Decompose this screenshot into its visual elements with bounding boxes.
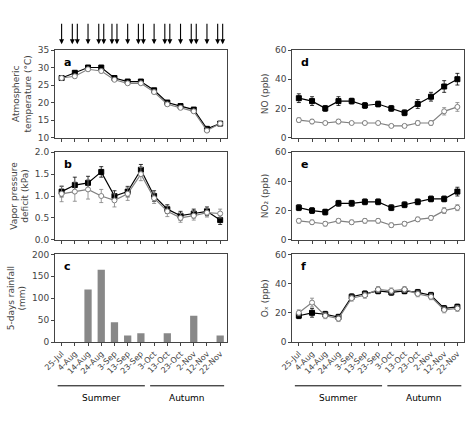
svg-text:14-Aug: 14-Aug bbox=[66, 349, 93, 376]
svg-text:15: 15 bbox=[38, 115, 49, 125]
svg-text:NO (ppb): NO (ppb) bbox=[260, 73, 270, 114]
svg-text:25-Jul: 25-Jul bbox=[43, 349, 66, 372]
svg-text:13-Sep: 13-Sep bbox=[343, 349, 369, 375]
svg-text:Autumn: Autumn bbox=[169, 393, 205, 403]
svg-text:Summer: Summer bbox=[82, 393, 120, 403]
svg-text:40: 40 bbox=[275, 279, 287, 289]
svg-text:14-Aug: 14-Aug bbox=[303, 349, 330, 376]
svg-text:200: 200 bbox=[32, 250, 49, 260]
svg-text:Oₓ (ppb): Oₓ (ppb) bbox=[260, 279, 270, 317]
svg-text:f: f bbox=[301, 260, 306, 273]
svg-text:12-Nov: 12-Nov bbox=[422, 349, 449, 376]
svg-text:12-Nov: 12-Nov bbox=[185, 349, 212, 376]
svg-text:0: 0 bbox=[281, 337, 287, 347]
svg-text:2-Nov: 2-Nov bbox=[412, 349, 435, 372]
svg-text:3-Oct: 3-Oct bbox=[374, 349, 396, 371]
svg-text:4-Aug: 4-Aug bbox=[293, 349, 316, 372]
svg-text:23-Oct: 23-Oct bbox=[159, 349, 185, 375]
svg-text:22-Nov: 22-Nov bbox=[198, 349, 225, 376]
svg-text:40: 40 bbox=[275, 177, 287, 187]
svg-text:5-days rainfall(mm): 5-days rainfall(mm) bbox=[6, 266, 28, 330]
svg-text:0.0: 0.0 bbox=[35, 235, 50, 245]
svg-text:20: 20 bbox=[275, 206, 287, 216]
svg-text:13-Oct: 13-Oct bbox=[383, 349, 409, 375]
svg-text:0: 0 bbox=[43, 337, 49, 347]
svg-text:10: 10 bbox=[38, 133, 50, 143]
svg-text:b: b bbox=[64, 158, 72, 171]
svg-text:23-Sep: 23-Sep bbox=[119, 349, 145, 375]
svg-text:23-Sep: 23-Sep bbox=[356, 349, 382, 375]
svg-text:NO₂ (ppb): NO₂ (ppb) bbox=[260, 174, 270, 218]
svg-text:3-Sep: 3-Sep bbox=[96, 349, 119, 372]
svg-text:20: 20 bbox=[38, 98, 50, 108]
svg-text:22-Nov: 22-Nov bbox=[435, 349, 462, 376]
svg-text:Atmospherictemperature (°C): Atmospherictemperature (°C) bbox=[11, 55, 33, 132]
svg-text:1.5: 1.5 bbox=[35, 169, 49, 179]
svg-text:2.0: 2.0 bbox=[35, 147, 50, 157]
svg-text:100: 100 bbox=[32, 293, 49, 303]
svg-text:50: 50 bbox=[38, 315, 50, 325]
svg-text:20: 20 bbox=[275, 308, 287, 318]
svg-text:3-Oct: 3-Oct bbox=[136, 349, 158, 371]
svg-text:Summer: Summer bbox=[319, 393, 357, 403]
svg-text:25: 25 bbox=[38, 80, 49, 90]
svg-text:60: 60 bbox=[275, 45, 287, 55]
svg-text:1.0: 1.0 bbox=[35, 191, 50, 201]
svg-text:c: c bbox=[64, 260, 71, 273]
svg-text:24-Aug: 24-Aug bbox=[316, 349, 343, 376]
svg-text:60: 60 bbox=[275, 147, 287, 157]
svg-text:60: 60 bbox=[275, 250, 287, 260]
svg-text:13-Oct: 13-Oct bbox=[146, 349, 172, 375]
svg-text:d: d bbox=[301, 56, 309, 69]
svg-text:4-Aug: 4-Aug bbox=[56, 349, 79, 372]
svg-text:Autumn: Autumn bbox=[406, 393, 442, 403]
svg-text:e: e bbox=[301, 158, 308, 171]
svg-text:Vapor pressuredeficit (kPa): Vapor pressuredeficit (kPa) bbox=[9, 162, 31, 230]
svg-text:13-Sep: 13-Sep bbox=[106, 349, 132, 375]
svg-text:30: 30 bbox=[38, 63, 50, 73]
svg-text:2-Nov: 2-Nov bbox=[175, 349, 198, 372]
svg-text:0: 0 bbox=[281, 133, 287, 143]
svg-text:150: 150 bbox=[32, 271, 49, 281]
svg-text:40: 40 bbox=[275, 74, 287, 84]
svg-text:20: 20 bbox=[275, 104, 287, 114]
svg-text:23-Oct: 23-Oct bbox=[396, 349, 422, 375]
svg-text:25-Jul: 25-Jul bbox=[280, 349, 303, 372]
svg-text:0.5: 0.5 bbox=[35, 213, 49, 223]
svg-text:0: 0 bbox=[281, 235, 287, 245]
svg-text:3-Sep: 3-Sep bbox=[333, 349, 356, 372]
svg-text:35: 35 bbox=[38, 45, 49, 55]
svg-text:24-Aug: 24-Aug bbox=[79, 349, 106, 376]
svg-text:a: a bbox=[64, 56, 71, 69]
